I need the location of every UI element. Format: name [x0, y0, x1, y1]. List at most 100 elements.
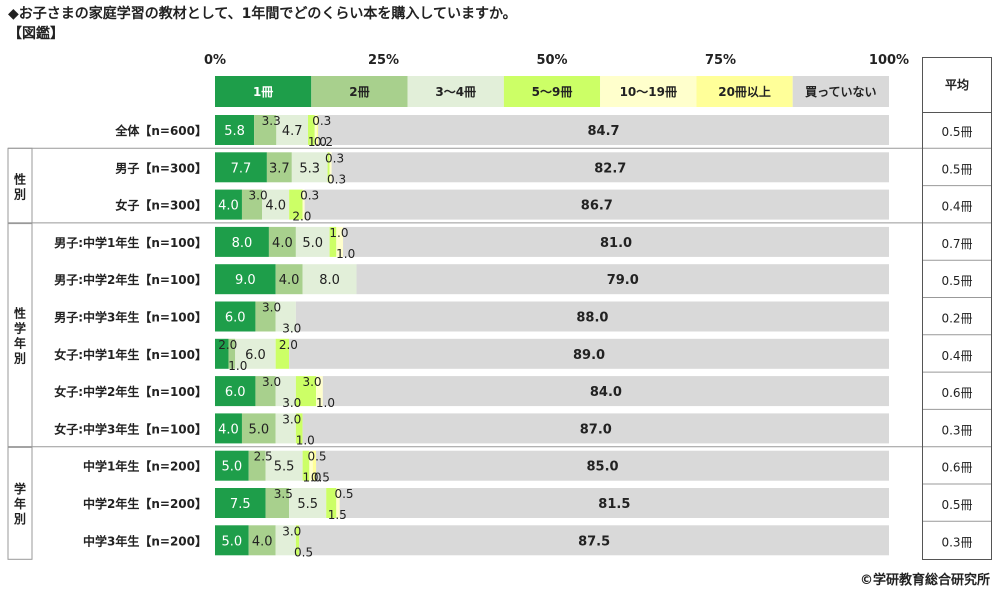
data-label: 3.0: [302, 375, 321, 389]
group-label-char: 学: [14, 321, 26, 336]
bar-segment: [331, 152, 889, 183]
bar-segment: [316, 450, 890, 481]
data-label: 5.3: [299, 161, 320, 176]
bar-segment: [322, 376, 890, 407]
bar-segment: [302, 450, 310, 481]
chart-title: ◆お子さまの家庭学習の教材として、1年間でどのくらい本を購入していますか。: [8, 6, 517, 22]
bar-segment: [275, 525, 296, 556]
data-label: 4.7: [282, 124, 303, 139]
row-label: 女子:中学3年生【n=100】: [54, 421, 207, 436]
bar-segment: [215, 226, 269, 257]
group-label-char: 別: [13, 512, 26, 526]
bar-segment: [215, 413, 242, 444]
average-value: 0.7冊: [941, 237, 972, 251]
bar-segment: [289, 338, 889, 369]
bar-segment: [295, 525, 300, 556]
row-label: 中学3年生【n=200】: [83, 533, 207, 548]
average-value: 0.3冊: [941, 535, 972, 549]
legend-label: 買っていない: [805, 85, 876, 99]
data-label: 6.0: [225, 311, 246, 326]
legend-swatch: [311, 76, 408, 107]
row-label: 中学1年生【n=200】: [83, 459, 207, 474]
average-value: 0.5冊: [941, 162, 972, 176]
data-label: 81.0: [600, 236, 632, 251]
data-label: 2.0: [292, 210, 311, 224]
axis-tick-label: 0%: [204, 53, 226, 68]
bar-segment: [299, 525, 889, 556]
data-label: 7.5: [230, 497, 251, 512]
data-label: 5.0: [248, 422, 269, 437]
bar-segment: [336, 226, 344, 257]
data-label: 8.0: [319, 273, 340, 288]
data-label: 3.3: [262, 114, 281, 128]
bar-segment: [215, 525, 249, 556]
data-label: 5.5: [274, 460, 295, 475]
bar-segment: [304, 189, 890, 220]
row-label: 女子【n=300】: [115, 198, 207, 213]
legend-swatch: [696, 76, 793, 107]
bar-segment: [275, 376, 296, 407]
data-label: 7.7: [231, 161, 252, 176]
bar-segment: [241, 189, 263, 220]
bar-segment: [302, 413, 889, 444]
bar-segment: [316, 115, 319, 145]
row-label: 全体【n=600】: [114, 123, 207, 138]
data-label: 0.5: [311, 471, 330, 485]
data-label: 3.0: [282, 396, 301, 410]
data-label: 4.0: [218, 422, 239, 437]
legend-label: 1冊: [253, 85, 273, 99]
bar-segment: [302, 264, 357, 295]
bar-segment: [275, 413, 296, 444]
row-label: 女子:中学2年生【n=100】: [54, 384, 207, 399]
legend-label: 5～9冊: [532, 85, 573, 99]
axis-tick-label: 25%: [368, 53, 399, 68]
bar-segment: [309, 450, 313, 481]
group-label-box: [7, 446, 33, 560]
bar-segment: [343, 226, 889, 257]
bar-segment: [295, 376, 317, 407]
data-label: 87.5: [578, 534, 610, 549]
data-label: 2.5: [254, 450, 273, 464]
row-label: 女子:中学1年生【n=100】: [54, 347, 207, 362]
bar-segment: [255, 376, 276, 407]
data-label: 0.3: [300, 189, 319, 203]
data-label: 0.5: [307, 450, 326, 464]
bar-segment: [289, 488, 327, 518]
data-label: 1.5: [328, 508, 347, 522]
data-label: 3.0: [249, 189, 268, 203]
group-label-char: 学: [14, 481, 26, 496]
row-label: 男子:中学1年生【n=100】: [54, 235, 207, 250]
bar-segment: [268, 226, 296, 257]
bar-segment: [329, 226, 337, 257]
bar-segment: [326, 488, 337, 518]
row-label: 中学2年生【n=200】: [83, 496, 207, 511]
bar-segment: [275, 301, 296, 332]
data-label: 4.0: [279, 273, 300, 288]
legend-swatch: [503, 76, 601, 107]
bar-segment: [314, 115, 317, 145]
bar-segment: [275, 338, 290, 369]
data-label: 3.0: [282, 322, 301, 336]
data-label: 1.0: [302, 471, 321, 485]
bar-segment: [295, 226, 330, 257]
chart-subtitle: 【図鑑】: [8, 26, 64, 42]
bar-segment: [295, 413, 303, 444]
data-label: 3.0: [262, 375, 281, 389]
data-label: 3.5: [274, 487, 293, 501]
data-label: 4.0: [265, 199, 286, 214]
data-label: 0.3: [312, 114, 331, 128]
data-label: 1.0: [336, 247, 355, 261]
group-label-char: 年: [14, 336, 26, 351]
data-label: 84.0: [590, 385, 622, 400]
group-label-char: 別: [13, 187, 26, 201]
bar-segment: [339, 488, 889, 518]
data-label: 1.0: [308, 135, 327, 149]
data-label: 0.5: [294, 545, 313, 559]
bar-segment: [215, 376, 256, 407]
average-value: 0.4冊: [941, 200, 972, 214]
average-value: 0.5冊: [941, 125, 972, 139]
row-label: 男子:中学2年生【n=100】: [54, 272, 207, 287]
data-label: 8.0: [232, 236, 253, 251]
average-column: [922, 57, 992, 560]
bar-segment: [248, 525, 276, 556]
